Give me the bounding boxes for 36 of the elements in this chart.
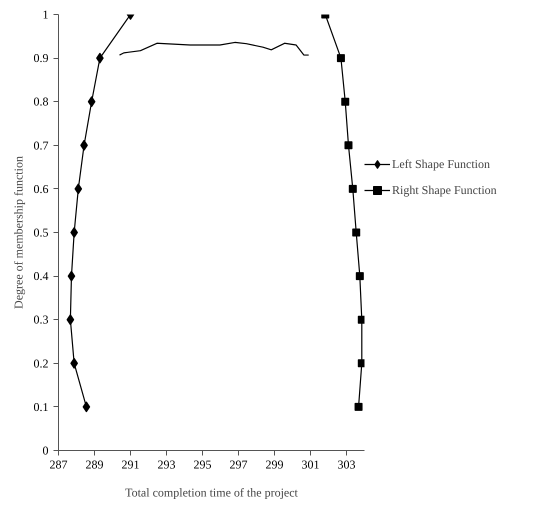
x-tick-label: 299	[266, 458, 284, 472]
x-axis-title: Total completion time of the project	[125, 486, 299, 500]
x-tick-label: 297	[230, 458, 248, 472]
y-axis-title: Degree of membership function	[12, 156, 26, 309]
y-tick-label: 0.8	[34, 94, 48, 109]
y-tick-label: 0.3	[34, 312, 48, 327]
x-tick-label: 291	[122, 458, 140, 472]
point	[356, 272, 364, 280]
x-tick-label: 289	[86, 458, 104, 472]
point	[358, 316, 364, 324]
y-tick-label: 0.2	[34, 356, 48, 370]
y-tick-label: 0.7	[34, 138, 48, 152]
line-series	[118, 42, 310, 56]
x-tick-label: 295	[194, 458, 212, 472]
x-tick-label: 287	[50, 458, 68, 472]
point	[344, 141, 352, 150]
y-tick-label: 0	[42, 444, 48, 458]
point	[348, 184, 357, 193]
y-tick-label: 0.4	[34, 269, 48, 284]
y-tick-label: 0.1	[34, 400, 48, 414]
y-tick-label: 1	[42, 8, 48, 22]
x-tick-label: 303	[338, 458, 356, 472]
y-tick-label: 0.6	[34, 182, 48, 196]
y-tick-label: 0.9	[34, 51, 48, 66]
legend-label: Left Shape Function	[392, 156, 490, 172]
point	[70, 227, 78, 238]
point	[336, 54, 345, 62]
legend-label: Right Shape Function	[392, 182, 497, 198]
y-tick-label: 0.5	[34, 226, 48, 240]
point	[354, 402, 363, 411]
point	[352, 228, 360, 236]
point	[341, 98, 350, 106]
x-tick-label: 293	[158, 458, 176, 472]
point	[358, 359, 364, 368]
point	[74, 183, 82, 194]
x-tick-label: 301	[302, 458, 320, 472]
